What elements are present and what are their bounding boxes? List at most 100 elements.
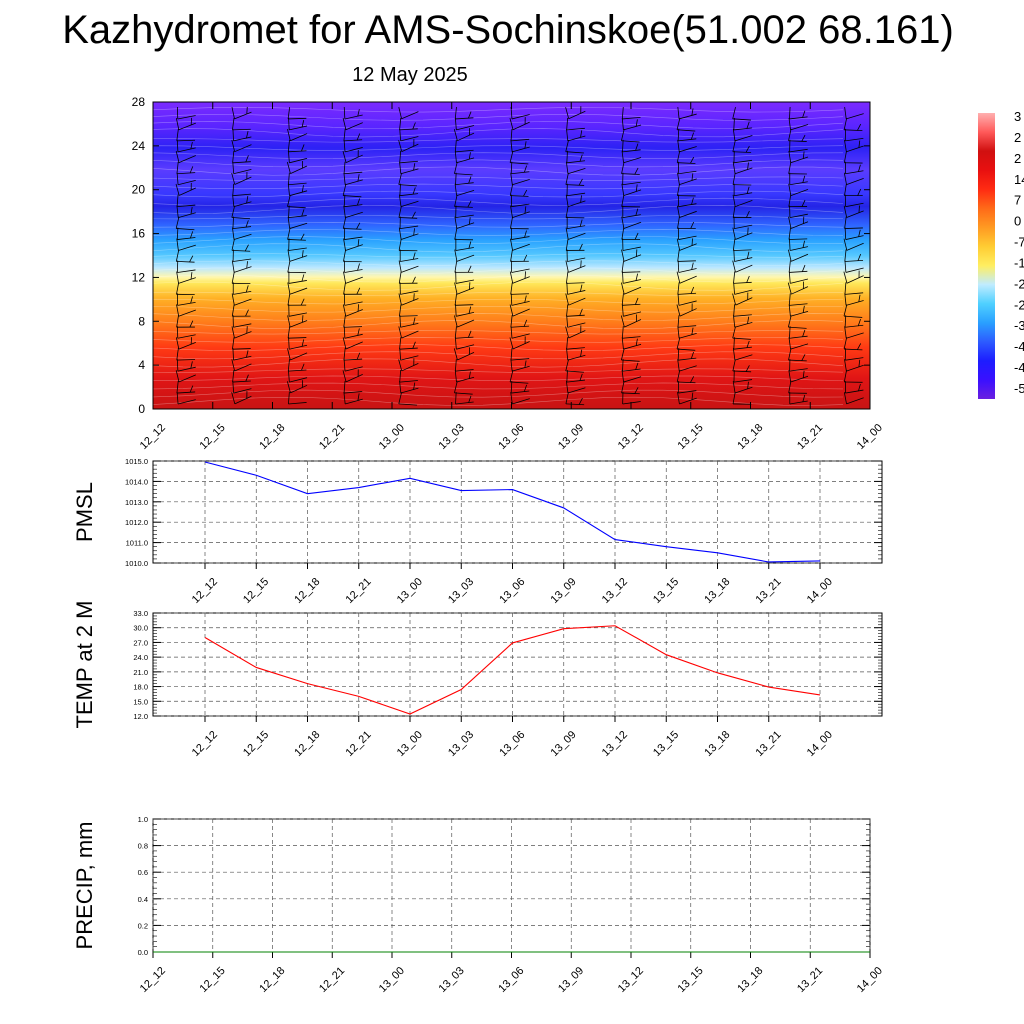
wind-barb-flag — [357, 369, 359, 377]
wind-barb-flag — [801, 264, 806, 272]
x-tick-label: 13_00 — [377, 422, 407, 452]
wind-barb — [566, 150, 586, 164]
x-tick-label: 13_09 — [549, 576, 579, 606]
contour-line — [152, 114, 844, 121]
wind-barb — [342, 150, 363, 163]
wind-barb-staff — [732, 107, 736, 119]
wind-barb-shaft — [565, 370, 584, 373]
wind-barb-shaft — [289, 222, 308, 229]
wind-barb — [510, 260, 530, 273]
wind-barb-staff — [398, 326, 402, 339]
wind-barb-flag — [635, 184, 638, 192]
wind-barb-shaft — [290, 352, 308, 361]
wind-barb-staff — [844, 326, 847, 339]
wind-barb-shaft — [457, 352, 475, 361]
wind-barb-staff — [788, 337, 791, 350]
wind-barb — [677, 172, 697, 186]
contour-line — [152, 222, 844, 228]
wind-barb-flag — [523, 165, 528, 173]
wind-barb-staff — [843, 392, 847, 405]
wind-barb-shaft — [288, 182, 307, 186]
wind-barb-shaft — [400, 387, 419, 394]
wind-barb-staff — [732, 205, 736, 218]
wind-barb-flag — [801, 134, 806, 142]
wind-barb-flag — [524, 230, 527, 238]
wind-barb-staff — [286, 381, 291, 393]
contour-line — [152, 368, 844, 373]
wind-barb-shaft — [287, 206, 306, 209]
wind-barb-shaft — [567, 168, 586, 175]
wind-barb-shaft — [177, 269, 196, 273]
wind-barb-staff — [621, 183, 625, 196]
wind-barb — [176, 282, 195, 296]
wind-barb — [788, 370, 809, 383]
wind-barb-staff — [343, 381, 346, 394]
wind-barb — [733, 249, 753, 262]
wind-barb-staff — [399, 161, 402, 174]
wind-barb — [565, 271, 585, 284]
wind-barb — [232, 117, 251, 131]
wind-barb-shaft — [734, 354, 753, 361]
wind-barb-staff — [732, 392, 736, 405]
wind-barb — [622, 271, 642, 284]
wind-barb-staff — [621, 370, 624, 383]
wind-barb-shaft — [621, 392, 640, 395]
wind-barb-staff — [453, 348, 458, 361]
wind-barb — [622, 139, 641, 153]
wind-barb — [175, 249, 195, 263]
wind-barb-staff — [566, 150, 568, 163]
wind-barb-flag — [468, 176, 472, 184]
wind-barb — [733, 315, 753, 328]
wind-barb-shaft — [343, 260, 362, 263]
wind-barb — [343, 293, 363, 306]
wind-barb-staff — [232, 227, 235, 240]
wind-barb — [455, 172, 474, 186]
wind-barb-shaft — [290, 165, 308, 174]
contour-line — [152, 197, 844, 206]
x-tick-label: 12_21 — [344, 576, 374, 606]
wind-barb-staff — [732, 326, 736, 339]
wind-barb-shaft — [511, 390, 530, 394]
wind-barb-shaft — [734, 135, 753, 142]
wind-barb-staff — [287, 106, 291, 119]
wind-barb — [676, 337, 696, 351]
wind-barb-staff — [621, 117, 624, 130]
wind-barb-shaft — [734, 289, 753, 295]
wind-barb-shaft — [623, 157, 642, 164]
wind-barb-shaft — [566, 217, 585, 219]
wind-barb-staff — [343, 161, 346, 174]
wind-barb-shaft — [232, 128, 251, 131]
wind-barb-flag — [245, 285, 249, 293]
wind-barb-staff — [509, 271, 514, 284]
wind-barb — [566, 337, 585, 350]
wind-barb — [288, 337, 308, 350]
wind-barb-staff — [287, 293, 291, 306]
wind-barb — [732, 359, 752, 373]
wind-barb — [398, 358, 419, 372]
wind-barb — [565, 293, 586, 306]
colorbar-label: -3 — [1014, 318, 1024, 333]
wind-barb-shaft — [401, 111, 419, 120]
wind-barb-staff — [677, 392, 680, 405]
wind-barb-shaft — [790, 311, 809, 317]
wind-barb-staff — [398, 260, 402, 273]
x-tick-label: 13_21 — [754, 729, 784, 759]
wind-barb — [177, 293, 196, 306]
wind-barb — [231, 391, 252, 405]
wind-barb — [788, 150, 809, 164]
contour-line — [152, 320, 844, 330]
wind-barb-shaft — [289, 125, 308, 131]
wind-barb-staff — [676, 238, 681, 251]
wind-barb-shaft — [678, 235, 697, 240]
wind-barb-staff — [565, 194, 569, 207]
wind-barb-shaft — [345, 211, 363, 218]
wind-barb-staff — [565, 359, 569, 372]
wind-barb-shaft — [846, 242, 864, 251]
wind-barb-shaft — [734, 386, 753, 394]
wind-barb-staff — [232, 370, 235, 383]
wind-barb-flag — [468, 152, 471, 160]
wind-barb-staff — [732, 293, 737, 306]
wind-barb-staff — [509, 183, 514, 196]
wind-barb-staff — [732, 172, 736, 185]
wind-barb-staff — [510, 348, 513, 361]
